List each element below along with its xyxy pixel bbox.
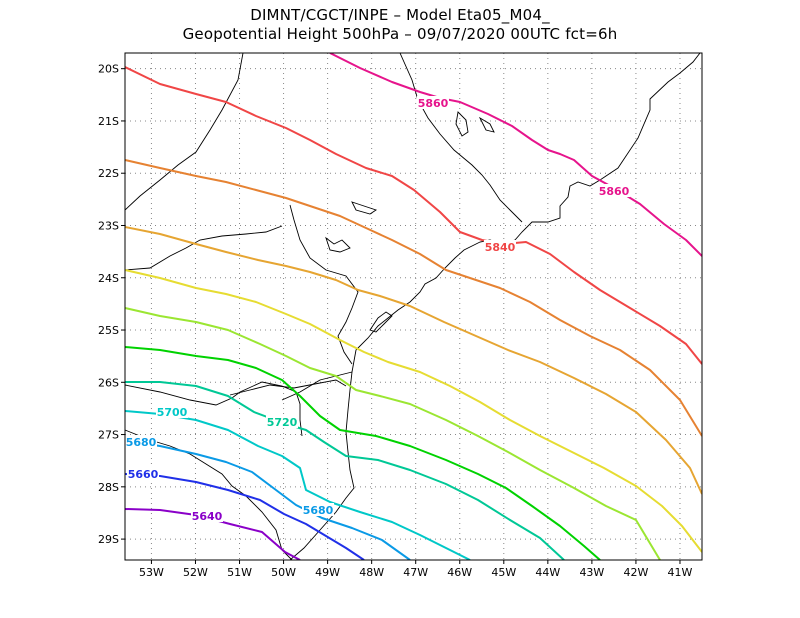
chart-title-line-1: DIMNT/CGCT/INPE – Model Eta05_M04_ [250,6,550,24]
lat-tick-label: 23S [98,219,119,232]
contour-label-bg [266,415,298,428]
contour-label-bg [127,467,159,480]
lat-tick-label: 26S [98,376,119,389]
lake-4 [478,116,495,133]
plot-frame [124,52,703,561]
lat-tick-label: 29S [98,533,119,546]
lake-2 [351,201,378,215]
contour-5700 [125,410,471,560]
lake-1 [325,236,351,253]
lake-3 [455,111,469,137]
contour-5860 [329,53,702,257]
paraguay-border [125,225,283,271]
contour-label-bg [191,509,223,522]
state-border-5 [281,371,353,401]
contour-label: 5640 [192,510,223,523]
contour-label: 5680 [303,504,334,517]
lon-tick-label: 48W [359,566,384,579]
lon-tick-label: 53W [139,566,164,579]
contour-label-bg [598,184,630,197]
contour-5820 [125,159,702,437]
coastline [289,53,701,560]
lon-tick-label: 52W [183,566,208,579]
lat-tick-label: 24S [98,272,119,285]
lat-tick-label: 28S [98,481,119,494]
contour-5720 [125,381,565,560]
contour-label: 5720 [267,416,298,429]
contour-5760 [125,307,661,560]
lon-tick-label: 43W [579,566,604,579]
lon-tick-label: 50W [271,566,296,579]
lon-tick-label: 51W [227,566,252,579]
lat-tick-label: 21S [98,115,119,128]
contour-label-bg [417,96,449,109]
contour-lines [125,53,702,560]
contour-5680 [125,440,411,560]
contour-label-bg [125,435,157,448]
lon-tick-label: 46W [447,566,472,579]
country-border [125,381,303,437]
lon-tick-label: 41W [668,566,693,579]
contour-label-bg [156,405,188,418]
contour-label: 5660 [128,468,159,481]
contour-5800 [125,226,702,495]
contour-5640 [125,508,301,560]
contour-label: 5700 [157,406,188,419]
state-border-4 [229,379,347,396]
contour-label-bg [484,240,516,253]
lat-tick-label: 22S [98,167,119,180]
lat-tick-label: 20S [98,63,119,76]
axis-ticks: 53W 52W 51W 50W 49W 48W 47W 46W 45W 44W 43W 42W 41W 2… [98,63,693,579]
lon-tick-label: 42W [623,566,648,579]
country-border-2 [125,429,293,560]
contour-labels: 5860 5860 5840 5720 5700 5680 5680 5660 5640 [125,96,630,523]
chart-title-line-2: Geopotential Height 500hPa – 09/07/2020 … [182,25,618,43]
contour-label: 5840 [485,241,516,254]
contour-label: 5860 [418,97,449,110]
lon-tick-label: 45W [491,566,516,579]
contour-5840 [125,66,702,365]
lat-tick-label: 25S [98,324,119,337]
lon-tick-label: 44W [535,566,560,579]
coastline-and-borders [125,53,701,560]
state-border-1 [125,53,244,211]
lat-tick-label: 27S [98,429,119,442]
lon-tick-label: 47W [403,566,428,579]
contour-5780 [125,269,702,553]
contour-5740 [125,346,601,560]
contour-label: 5680 [126,436,157,449]
lagoon [369,311,393,333]
contour-label-bg [302,503,334,516]
contour-label: 5860 [599,185,630,198]
gridlines [125,53,702,560]
contour-5660 [125,473,365,560]
lon-tick-label: 49W [315,566,340,579]
